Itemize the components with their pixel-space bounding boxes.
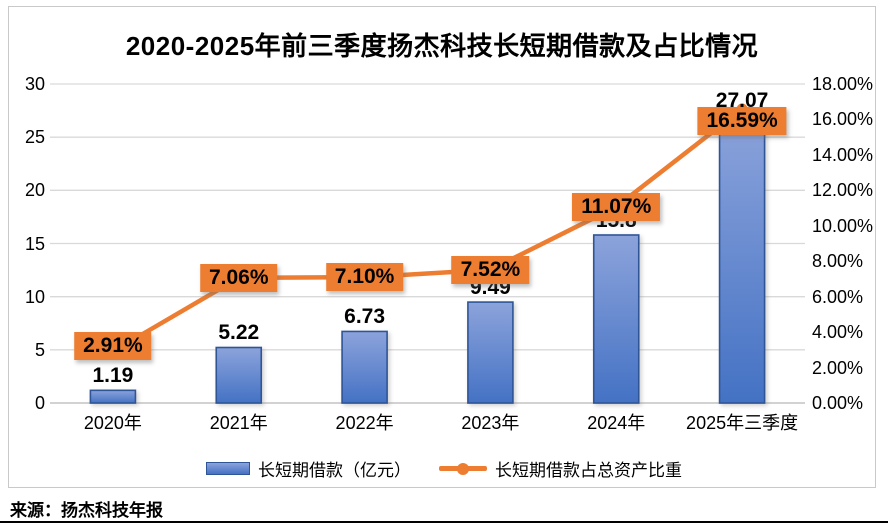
line-series (107, 103, 748, 357)
right-axis-tick: 10.00% (812, 215, 874, 236)
bar-value-label: 27.07 (715, 89, 769, 113)
gridlines (50, 83, 805, 404)
left-axis-tick: 15 (24, 233, 45, 254)
line-series-swatch-icon (439, 462, 487, 475)
right-axis-tick: 0.00% (812, 393, 864, 413)
right-axis-tick: 2.00% (812, 357, 864, 378)
left-axis-tick: 0 (34, 393, 45, 413)
source-note: 来源：扬杰科技年报 (10, 501, 163, 520)
bar-2021年 (215, 346, 263, 404)
left-axis-tick: 10 (24, 286, 45, 307)
x-axis-label: 2024年 (587, 413, 646, 433)
left-axis-tick: 30 (24, 74, 45, 94)
percent-value-label: 11.07% (572, 192, 661, 221)
percent-value-label: 16.59% (697, 106, 787, 135)
right-axis-tick: 18.00% (812, 74, 874, 94)
percent-value-label: 7.52% (451, 255, 530, 284)
bar-2023年 (467, 301, 514, 404)
right-axis-tick: 8.00% (812, 251, 864, 272)
bar-value-label: 1.19 (92, 364, 134, 388)
right-axis-tick: 16.00% (812, 109, 874, 130)
trend-line (110, 106, 745, 354)
chart-legend: 长短期借款（亿元） 长短期借款占总资产比重 (0, 456, 888, 481)
bar-2020年 (89, 389, 137, 404)
right-axis-tick: 14.00% (812, 144, 874, 165)
percent-value-label: 7.10% (325, 263, 404, 292)
percent-value-label: 7.06% (199, 263, 278, 292)
bar-2024年 (592, 234, 640, 404)
x-axis-label: 2022年 (335, 413, 394, 433)
x-axis-label: 2021年 (209, 413, 268, 433)
legend-label-borrowings: 长短期借款（亿元） (258, 461, 411, 480)
left-axis-tick: 20 (24, 180, 45, 201)
percent-value-label: 2.91% (74, 332, 152, 361)
line-marker-dot-icon (457, 462, 469, 475)
right-axis-tick: 12.00% (812, 180, 874, 201)
bar-series-swatch-icon (206, 462, 250, 475)
legend-item-ratio: 长短期借款占总资产比重 (439, 456, 682, 481)
x-axis-label: 2025年三季度 (686, 413, 799, 433)
right-axis-tick: 4.00% (812, 322, 864, 343)
bar-value-label: 5.22 (218, 321, 260, 345)
bar-series (89, 114, 766, 404)
chart-title: 2020-2025年前三季度扬杰科技长短期借款及占比情况 (125, 31, 759, 61)
bottom-divider (0, 521, 888, 523)
bar-2022年 (341, 330, 388, 404)
bar-value-label: 6.73 (344, 305, 386, 329)
left-axis-tick: 25 (24, 127, 45, 148)
legend-item-borrowings: 长短期借款（亿元） (206, 456, 411, 481)
bar-2025年三季度 (718, 114, 766, 404)
left-axis-tick: 5 (34, 339, 45, 360)
x-axis-label: 2020年 (83, 413, 142, 433)
legend-label-ratio: 长短期借款占总资产比重 (495, 461, 682, 480)
x-axis-label: 2023年 (461, 413, 520, 433)
right-axis-tick: 6.00% (812, 286, 864, 307)
